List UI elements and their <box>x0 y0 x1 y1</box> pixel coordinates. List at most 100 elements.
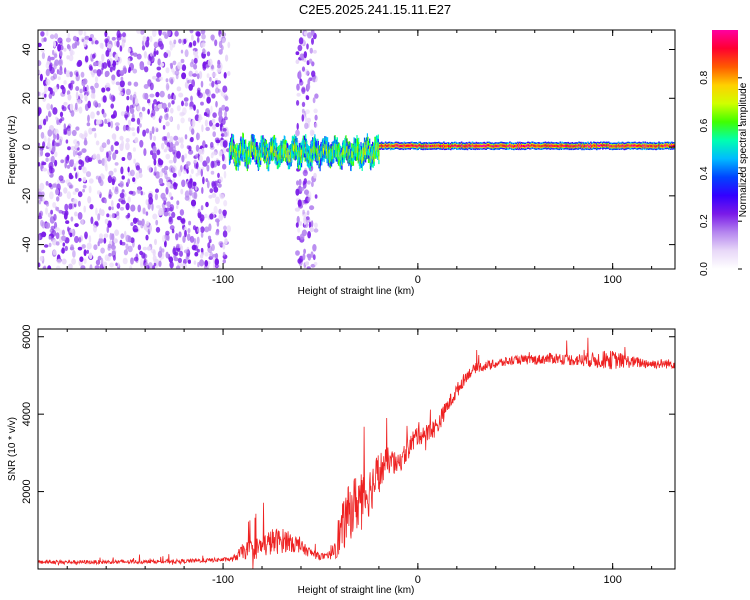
spectrogram-cell <box>304 115 308 123</box>
spectrogram-cell <box>90 92 95 99</box>
spectrogram-cell <box>63 123 66 130</box>
spectrogram-cell <box>71 258 76 265</box>
spectrogram-cell <box>127 47 131 54</box>
spectrogram-cell <box>207 58 213 67</box>
spectrogram-cell <box>246 154 248 162</box>
spectrogram-cell <box>202 140 206 149</box>
spectrogram-cell <box>68 54 74 62</box>
spectrogram-cell <box>69 50 75 56</box>
spectrogram-cell <box>301 114 305 122</box>
spectrogram-cell <box>222 259 226 264</box>
spectrogram-cell <box>103 233 109 238</box>
spectrogram-cell <box>119 192 125 199</box>
spectrogram-cell <box>70 80 75 85</box>
spectrogram-cell <box>452 145 455 148</box>
spectrogram-cell <box>44 152 51 158</box>
spectrogram-cell <box>55 116 58 121</box>
spectrogram-cell <box>296 100 300 106</box>
spectrogram-cell <box>186 169 189 174</box>
spectrogram-cell <box>112 63 116 71</box>
spectrogram-cell <box>196 236 200 244</box>
spectrogram-cell <box>429 145 431 148</box>
spectrogram-cell <box>89 264 93 269</box>
spectrogram-cell <box>95 140 100 146</box>
spectrogram-cell <box>71 129 77 137</box>
spectrogram-cell <box>149 51 153 57</box>
spectrogram-cell <box>441 145 443 148</box>
spectrogram-cell <box>46 60 50 65</box>
spectrogram-cell <box>116 202 121 209</box>
spectrogram-cell <box>66 55 70 60</box>
spectrogram-cell <box>435 145 437 148</box>
spectrogram-cell <box>168 116 173 122</box>
spectrogram-cell <box>164 113 169 121</box>
spectrogram-cell <box>195 30 201 37</box>
spectrogram-cell <box>184 229 187 238</box>
spectrogram-cell <box>53 53 58 59</box>
spectrogram-cell <box>408 144 411 147</box>
spectrogram-cell <box>165 153 171 160</box>
spectrogram-cell <box>181 100 184 107</box>
spectrogram-cell <box>297 44 303 52</box>
spectrogram-cell <box>82 184 87 189</box>
spectrogram-cell <box>169 40 172 46</box>
spectrogram-cell <box>40 48 46 53</box>
spectrogram-ylabel: Frequency (Hz) <box>7 116 18 185</box>
spectrogram-cell <box>527 144 529 147</box>
spectrogram-cell <box>209 76 212 82</box>
spectrogram-cell <box>296 83 300 91</box>
spectrogram-cell <box>660 144 662 148</box>
spectrogram-cell <box>86 90 90 96</box>
spectrogram-cell <box>105 87 111 92</box>
spectrogram-cell <box>416 145 418 148</box>
spectrogram-cell <box>113 110 117 118</box>
spectrogram-cell <box>134 98 139 105</box>
spectrogram-cell <box>211 118 216 124</box>
spectrogram-cell <box>192 40 197 47</box>
spectrogram-cell <box>91 127 97 132</box>
spectrogram-cell <box>527 144 530 147</box>
spectrogram-cell <box>567 144 569 147</box>
spectrogram-cell <box>457 144 460 147</box>
spectrogram-cell <box>68 203 73 210</box>
spectrogram-cell <box>434 144 436 147</box>
snr-line <box>38 337 675 569</box>
spectrogram-cell <box>307 32 312 39</box>
spectrogram-cell <box>471 144 474 147</box>
spectrogram-cell <box>187 117 192 122</box>
spectrogram-cell <box>74 235 79 244</box>
spectrogram-cell <box>378 145 381 148</box>
spectrogram-cell <box>523 144 525 148</box>
spectrogram-cell <box>623 145 626 148</box>
spectrogram-cell <box>152 30 157 37</box>
spectrogram-cell <box>204 260 209 267</box>
spectrogram-cell <box>163 165 169 171</box>
spectrogram-cell <box>142 92 147 100</box>
spectrogram-cell <box>200 247 204 253</box>
spectrogram-cell <box>92 224 98 233</box>
spectrogram-cell <box>218 208 222 215</box>
spectrogram-cell <box>200 101 204 106</box>
spectrogram-cell <box>68 83 72 89</box>
spectrogram-cell <box>153 99 158 105</box>
spectrogram-cell <box>197 92 203 99</box>
spectrogram-cell <box>59 111 64 118</box>
spectrogram-cell <box>145 128 150 134</box>
spectrogram-cell <box>612 145 615 148</box>
spectrogram-cell <box>656 145 658 148</box>
spectrogram-cell <box>389 145 392 148</box>
spectrogram-cell <box>86 122 91 127</box>
spectrogram-cell <box>306 180 311 185</box>
spectrogram-cell <box>411 144 414 147</box>
spectrogram-cell <box>592 144 594 147</box>
spectrogram-cell <box>132 177 136 183</box>
spectrogram-cell <box>573 145 575 148</box>
spectrogram-cell <box>619 144 622 148</box>
spectrogram-cell <box>217 183 222 188</box>
spectrogram-cell <box>129 62 134 71</box>
spectrogram-cell <box>112 254 116 261</box>
spectrogram-cell <box>81 148 87 154</box>
colorbar-ticks: 0.0 0.2 0.4 0.6 0.8 <box>699 70 742 276</box>
spectrogram-cell <box>302 253 306 261</box>
spectrogram-cell <box>610 145 613 148</box>
